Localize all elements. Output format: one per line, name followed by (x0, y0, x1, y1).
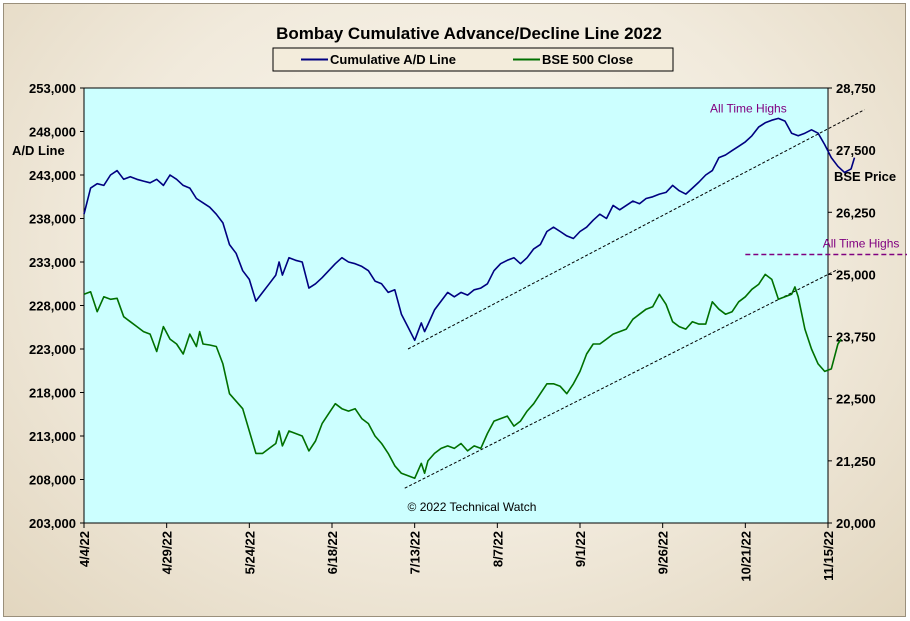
left-tick-label: 208,000 (29, 473, 76, 488)
legend: Cumulative A/D Line BSE 500 Close (272, 47, 674, 72)
trendline-ad-line (407, 109, 865, 350)
chart-svg: Bombay Cumulative Advance/Decline Line 2… (12, 24, 907, 582)
x-tick-label: 7/13/22 (408, 531, 423, 574)
series-lines (83, 117, 856, 480)
right-axis-label: BSE Price (834, 169, 896, 184)
left-tick-label: 253,000 (29, 81, 76, 96)
right-axis-ticks: 20,000 21,250 22,500 23,750 25,000 26,250 27,5… (828, 81, 876, 531)
left-tick-label: 218,000 (29, 386, 76, 401)
x-tick-label: 11/15/22 (821, 531, 836, 581)
x-tick-label: 8/7/22 (490, 531, 505, 567)
chart-title: Bombay Cumulative Advance/Decline Line 2… (276, 24, 662, 43)
left-tick-label: 203,000 (29, 516, 76, 531)
left-tick-label: 248,000 (29, 125, 76, 140)
annotations: All Time Highs All Time Highs (710, 101, 907, 256)
left-tick-label: 238,000 (29, 212, 76, 227)
right-tick-label: 28,750 (836, 81, 876, 96)
x-axis-ticks: 4/4/22 4/29/22 5/24/22 6/18/22 7/13/22 8/7/22… (77, 523, 836, 582)
right-tick-label: 26,250 (836, 205, 876, 220)
series-line-bse-close (83, 273, 842, 480)
right-tick-label: 23,750 (836, 330, 876, 345)
annotation-ath-ad: All Time Highs (710, 101, 787, 115)
legend-label-bse-close: BSE 500 Close (542, 52, 633, 67)
left-tick-label: 243,000 (29, 168, 76, 183)
legend-box (272, 47, 674, 72)
x-tick-label: 4/29/22 (160, 531, 175, 574)
left-tick-label: 223,000 (29, 342, 76, 357)
x-tick-label: 9/1/22 (573, 531, 588, 567)
x-tick-label: 9/26/22 (656, 531, 671, 574)
x-tick-label: 10/21/22 (738, 531, 753, 582)
annotation-ath-bse: All Time Highs (823, 237, 900, 251)
x-tick-label: 5/24/22 (242, 531, 257, 574)
x-tick-label: 6/18/22 (325, 531, 340, 574)
trendline-bse-close (404, 269, 839, 489)
left-axis-label: A/D Line (12, 143, 65, 158)
left-tick-label: 233,000 (29, 255, 76, 270)
x-tick-label: 4/4/22 (77, 531, 92, 567)
left-tick-label: 228,000 (29, 299, 76, 314)
trendlines (404, 109, 865, 489)
copyright-note: © 2022 Technical Watch (408, 500, 537, 514)
series-line-ad-line (83, 117, 856, 342)
legend-label-ad-line: Cumulative A/D Line (330, 52, 456, 67)
right-tick-label: 20,000 (836, 516, 876, 531)
left-axis-ticks: 203,000 208,000 213,000 218,000 223,000 228,0… (29, 81, 84, 531)
left-tick-label: 213,000 (29, 429, 76, 444)
right-tick-label: 21,250 (836, 454, 876, 469)
chart-frame: Bombay Cumulative Advance/Decline Line 2… (3, 3, 907, 617)
right-tick-label: 22,500 (836, 392, 876, 407)
right-tick-label: 27,500 (836, 143, 876, 158)
plot-area (83, 87, 829, 524)
right-tick-label: 25,000 (836, 267, 876, 282)
